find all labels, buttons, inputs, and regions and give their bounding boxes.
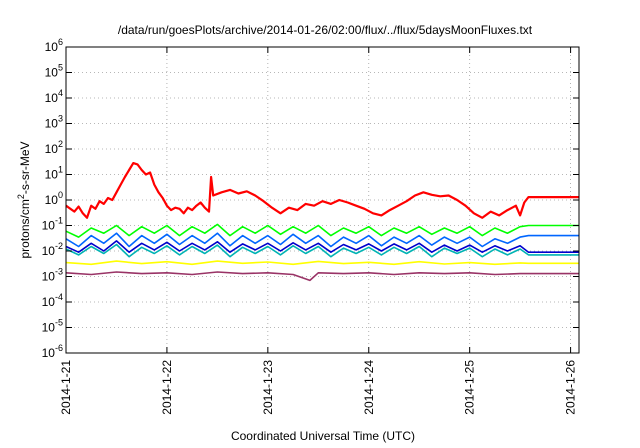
series-line-4 xyxy=(65,243,579,258)
x-tick-label: 2014-1-22 xyxy=(160,360,174,415)
y-tick-label: 102 xyxy=(45,139,63,156)
x-tick-labels: 2014-1-21 2014-1-22 2014-1-23 2014-1-24 2014… xyxy=(59,360,578,415)
x-tick-label: 2014-1-23 xyxy=(261,360,275,415)
y-tick-label: 10-6 xyxy=(42,343,63,360)
x-tick-label: 2014-1-25 xyxy=(463,360,477,415)
y-tick-label: 10-1 xyxy=(42,216,63,233)
y-tick-label: 105 xyxy=(45,63,63,80)
y-tick-label: 10-2 xyxy=(42,241,63,258)
series-line-7 xyxy=(65,271,579,282)
x-tick-label: 2014-1-24 xyxy=(362,360,376,415)
y-tick-label: 10-4 xyxy=(42,292,63,309)
series-line-3 xyxy=(65,232,579,248)
series-layer xyxy=(65,162,579,282)
y-tick-labels: 10-6 10-5 10-4 10-3 10-2 10-1 100 101 102 103 104 1… xyxy=(42,37,63,360)
series-line-1 xyxy=(65,162,579,219)
grid xyxy=(65,47,579,353)
y-axis-label: protons/cm2-s-sr-MeV xyxy=(16,141,32,258)
series-line-2 xyxy=(65,223,579,238)
series-line-5 xyxy=(65,240,579,253)
y-tick-label: 101 xyxy=(45,165,63,182)
y-tick-label: 103 xyxy=(45,114,63,131)
y-tick-label: 100 xyxy=(45,190,63,207)
y-tick-label: 10-3 xyxy=(42,267,63,284)
y-tick-label: 106 xyxy=(45,37,63,54)
x-tick-label: 2014-1-26 xyxy=(564,360,578,415)
y-tick-label: 104 xyxy=(45,88,63,105)
x-axis-label: Coordinated Universal Time (UTC) xyxy=(231,429,415,443)
chart-title: /data/run/goesPlots/archive/2014-01-26/0… xyxy=(118,23,533,37)
x-tick-label: 2014-1-21 xyxy=(59,360,73,415)
y-tick-label: 10-5 xyxy=(42,318,63,335)
ticks xyxy=(65,46,579,354)
series-line-6 xyxy=(65,260,579,266)
